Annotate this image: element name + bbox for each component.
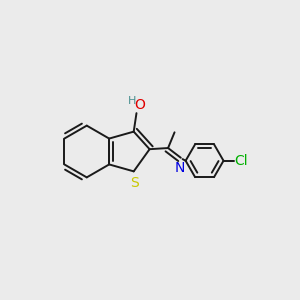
Text: Cl: Cl [234,154,248,168]
Text: H: H [128,96,136,106]
Text: S: S [130,176,139,190]
Text: O: O [134,98,145,112]
Text: N: N [175,160,185,175]
